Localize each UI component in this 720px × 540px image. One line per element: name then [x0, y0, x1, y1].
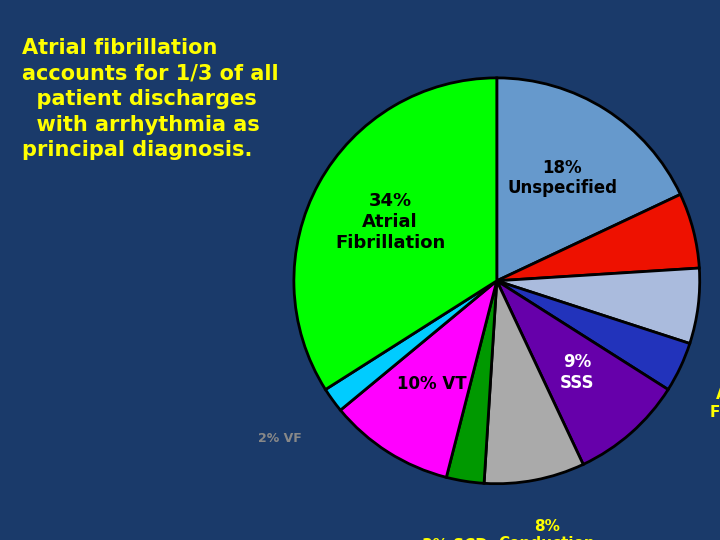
Wedge shape [325, 281, 497, 410]
Wedge shape [497, 194, 699, 281]
Wedge shape [341, 281, 497, 477]
Text: 18%
Unspecified: 18% Unspecified [507, 159, 617, 198]
Wedge shape [294, 78, 497, 389]
Wedge shape [497, 281, 690, 389]
Text: 2% VF: 2% VF [258, 432, 302, 445]
Wedge shape [446, 281, 497, 483]
Wedge shape [497, 281, 668, 464]
Text: 10% VT: 10% VT [397, 375, 467, 393]
Wedge shape [497, 78, 680, 281]
Text: 3% SCD: 3% SCD [422, 538, 488, 540]
Wedge shape [484, 281, 583, 484]
Wedge shape [497, 268, 700, 343]
Text: 34%
Atrial
Fibrillation: 34% Atrial Fibrillation [335, 192, 445, 252]
Text: Atrial fibrillation
accounts for 1/3 of all
  patient discharges
  with arrhythm: Atrial fibrillation accounts for 1/3 of … [22, 38, 278, 160]
Text: 4%
Atrial
Flutter: 4% Atrial Flutter [710, 370, 720, 420]
Text: 8%
Conduction
Disease: 8% Conduction Disease [499, 519, 595, 540]
Text: 9%
SSS: 9% SSS [560, 353, 595, 392]
